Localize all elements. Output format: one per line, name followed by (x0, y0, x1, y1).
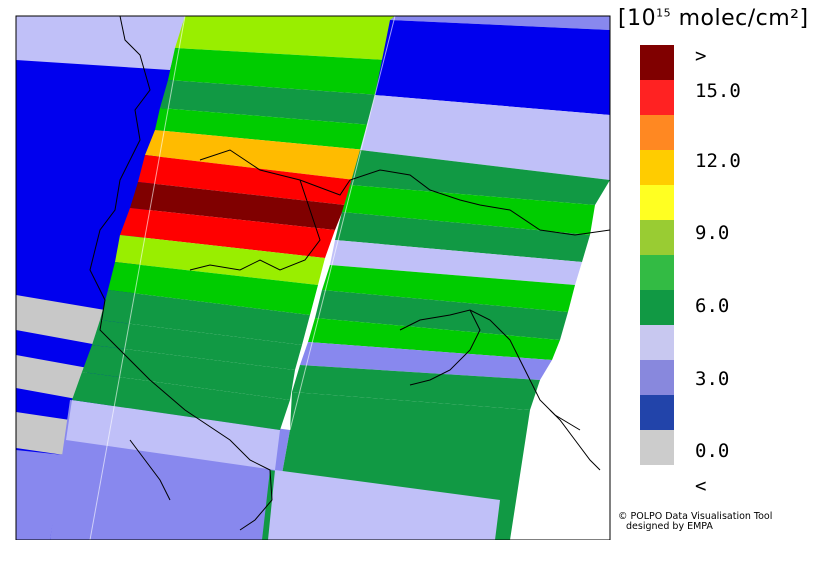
pixel-region-blue-ne (375, 20, 610, 115)
colorbar-tick-label: 12.0 (695, 150, 741, 172)
borders (89, 15, 611, 531)
colorbar-swatch (640, 80, 674, 115)
colorbar-tick-label: 0.0 (695, 440, 730, 462)
colorbar-swatch (640, 290, 674, 325)
pixel-gray-1 (16, 295, 105, 345)
colorbar-tick-label: 6.0 (695, 295, 730, 317)
pixel-gray-2 (16, 355, 88, 400)
credit-text: © POLPO Data Visualisation Tool designed… (618, 512, 772, 532)
pixel-orange (145, 130, 366, 180)
colorbar-swatch (640, 325, 674, 360)
pixel-maximum (130, 182, 345, 230)
colorbar-swatch (640, 255, 674, 290)
colorbar-swatch (640, 185, 674, 220)
credit-line-2: designed by EMPA (626, 521, 713, 532)
credit-line-1: © POLPO Data Visualisation Tool (618, 511, 773, 522)
colorbar-tick-label: < (695, 475, 707, 497)
colorbar-swatch (640, 45, 674, 80)
colorbar-units: [1015 molec/cm²] (618, 6, 809, 31)
colorbar-swatch (640, 220, 674, 255)
colorbar-tick-label: 3.0 (695, 368, 730, 390)
pixel-gray-3 (16, 412, 70, 455)
colorbar-swatch (640, 395, 674, 430)
colorbar-swatch (640, 150, 674, 185)
satellite-pixels (16, 16, 610, 540)
colorbar (640, 45, 674, 465)
colorbar-swatch (640, 115, 674, 150)
column-density-map (15, 15, 611, 540)
colorbar-swatch (640, 430, 674, 465)
map-frame (15, 15, 611, 540)
colorbar-tick-label: 15.0 (695, 80, 741, 102)
colorbar-swatch (640, 360, 674, 395)
colorbar-tick-label: > (695, 45, 707, 67)
pixel-region-blue-west (16, 16, 185, 540)
colorbar-tick-label: 9.0 (695, 222, 730, 244)
